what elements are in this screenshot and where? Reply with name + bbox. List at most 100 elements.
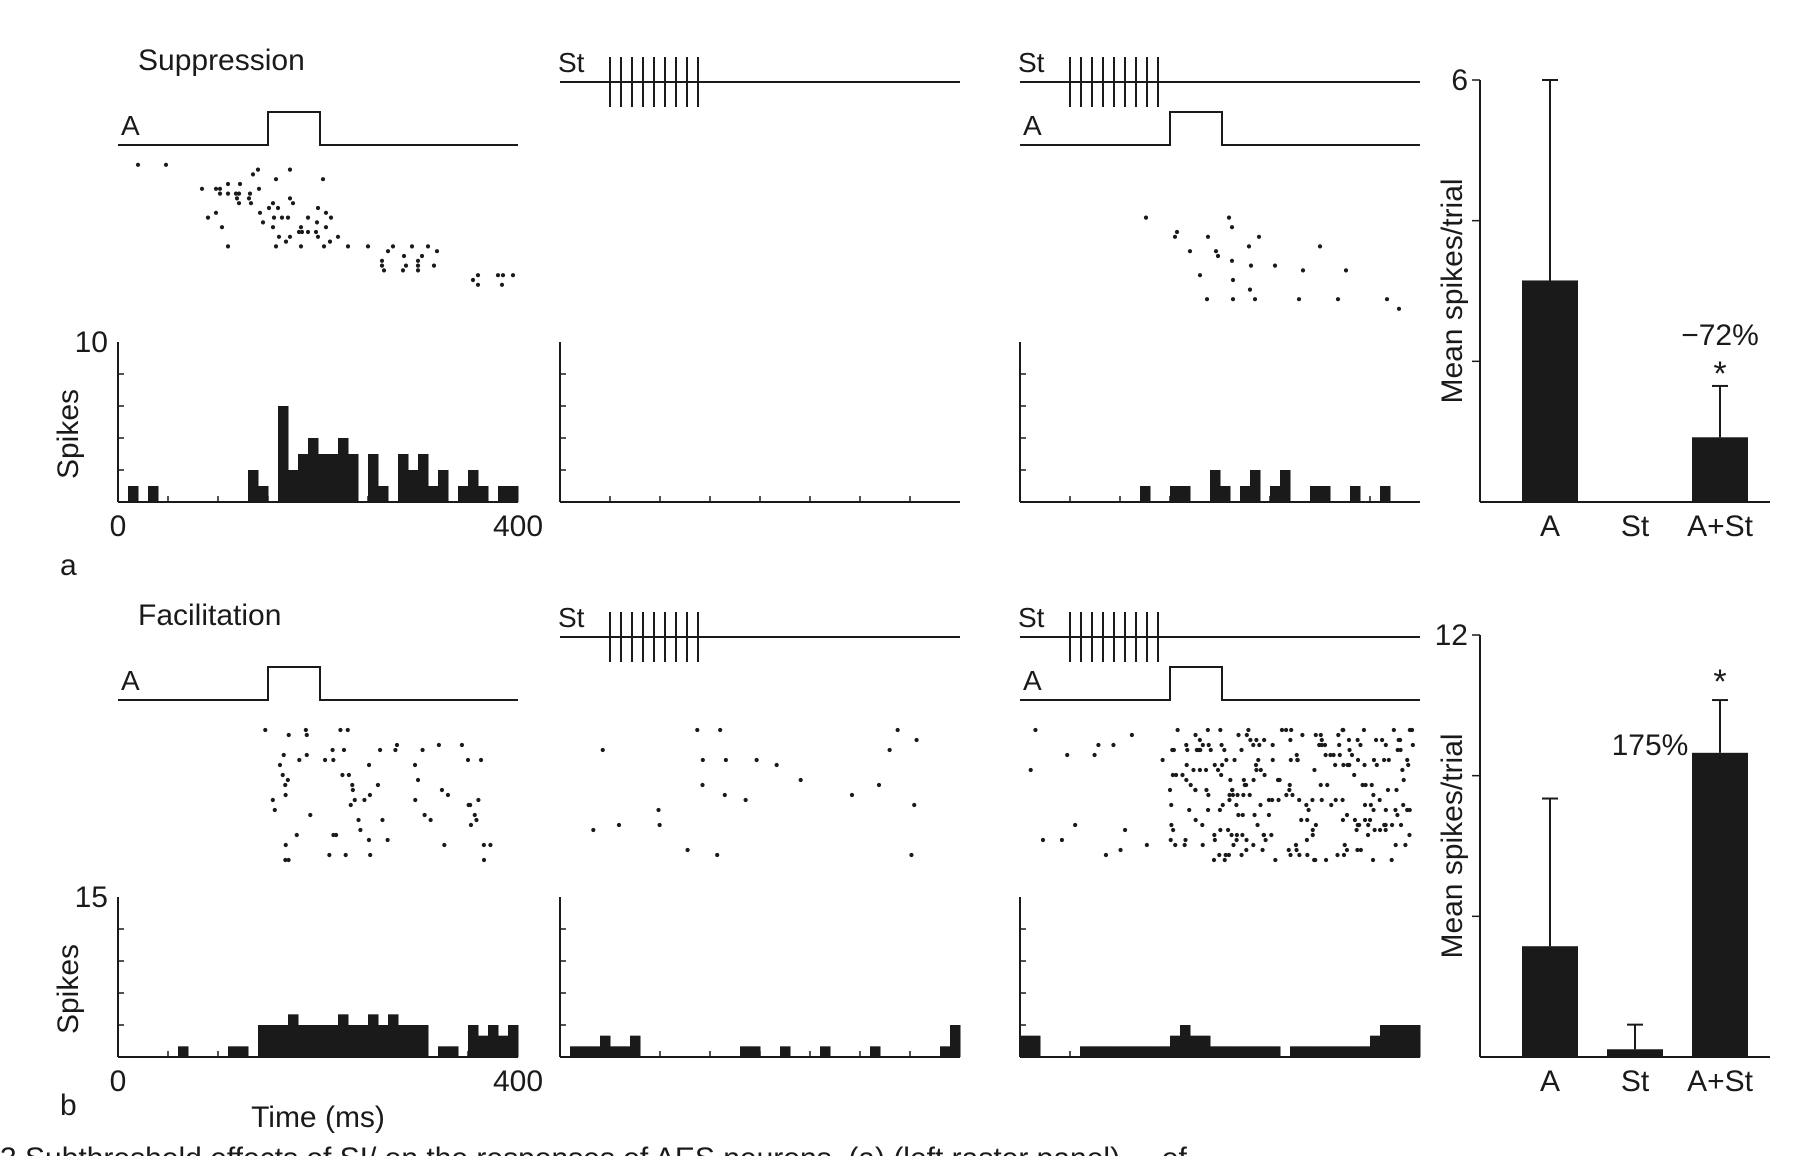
raster-spike bbox=[1256, 234, 1262, 239]
raster-spike bbox=[225, 244, 231, 249]
raster-spike bbox=[277, 762, 283, 768]
histogram-bar bbox=[388, 1014, 399, 1057]
raster-spike bbox=[510, 273, 516, 278]
histogram-bar bbox=[1270, 486, 1281, 502]
raster-spike bbox=[1383, 742, 1388, 748]
raster-spike bbox=[909, 852, 914, 858]
raster-spike bbox=[345, 244, 351, 249]
raster-spike bbox=[657, 822, 662, 828]
histogram-bar bbox=[368, 1014, 379, 1057]
raster-spike bbox=[377, 747, 383, 753]
histogram-bar bbox=[1250, 470, 1261, 502]
raster-spike bbox=[1212, 762, 1217, 768]
panel-letter: a bbox=[60, 549, 77, 582]
raster-spike bbox=[849, 792, 855, 798]
raster-spike bbox=[1336, 732, 1341, 738]
raster-spike bbox=[1219, 772, 1224, 778]
raster-spike bbox=[381, 268, 387, 273]
raster-spike bbox=[1367, 817, 1373, 823]
histogram-bar bbox=[940, 1046, 951, 1057]
raster-spike bbox=[472, 812, 477, 818]
raster-spike bbox=[481, 842, 486, 848]
raster-spike bbox=[1197, 273, 1203, 278]
raster-spike bbox=[1288, 852, 1293, 858]
raster-spike bbox=[286, 732, 291, 738]
histogram-bar bbox=[820, 1046, 831, 1057]
raster-spike bbox=[1371, 757, 1377, 763]
histogram-bar bbox=[1180, 486, 1191, 502]
histogram-bar bbox=[1090, 1046, 1101, 1057]
histogram-bar bbox=[1170, 1035, 1181, 1057]
histogram-bar bbox=[590, 1046, 601, 1057]
raster-spike bbox=[340, 772, 345, 778]
raster-spike bbox=[1234, 832, 1239, 838]
raster-spike bbox=[1335, 297, 1341, 302]
bar-category-label: A bbox=[1540, 1065, 1560, 1098]
histogram-bar bbox=[438, 470, 449, 502]
raster-spike bbox=[718, 727, 723, 733]
raster-spike bbox=[1246, 727, 1251, 733]
raster-spike bbox=[695, 727, 700, 733]
raster-spike bbox=[365, 244, 371, 249]
raster-spike bbox=[1296, 297, 1302, 302]
raster-spike bbox=[1204, 297, 1210, 302]
raster-spike bbox=[1169, 822, 1174, 828]
histogram-bar bbox=[1200, 1035, 1211, 1057]
raster-spike bbox=[283, 857, 288, 863]
raster-spike bbox=[1347, 747, 1352, 753]
raster-spike bbox=[1341, 762, 1346, 768]
raster-spike bbox=[488, 842, 493, 848]
raster-spike bbox=[475, 282, 481, 287]
raster-spike bbox=[600, 747, 605, 753]
histogram-bar bbox=[1270, 1046, 1281, 1057]
raster-spike bbox=[390, 244, 396, 249]
histogram-bar bbox=[1340, 1046, 1351, 1057]
histogram-bar bbox=[870, 1046, 881, 1057]
histogram-bar bbox=[338, 438, 349, 502]
raster-spike bbox=[1313, 822, 1318, 828]
histogram-bar bbox=[378, 486, 389, 502]
raster-spike bbox=[1118, 847, 1123, 853]
histogram-bar bbox=[258, 486, 269, 502]
raster-spike bbox=[1318, 782, 1323, 788]
raster-spike bbox=[1188, 782, 1193, 788]
histogram-bar bbox=[298, 1025, 309, 1057]
raster-spike bbox=[1246, 244, 1252, 249]
raster-spike bbox=[1187, 807, 1192, 813]
raster-spike bbox=[217, 186, 223, 191]
raster-spike bbox=[1366, 822, 1371, 828]
raster-spike bbox=[1284, 792, 1289, 798]
raster-spike bbox=[1319, 737, 1324, 743]
raster-spike bbox=[1394, 787, 1399, 793]
raster-spike bbox=[1256, 757, 1261, 763]
raster-spike bbox=[1304, 837, 1310, 843]
raster-spike bbox=[233, 191, 239, 196]
panel-b: Facilitation b A St St A Spikes 15 0 400 Time (ms)… bbox=[52, 599, 1770, 1134]
raster-spike bbox=[315, 205, 321, 211]
raster-spike bbox=[1211, 857, 1217, 863]
histogram-bar bbox=[418, 1025, 429, 1057]
histogram-bar bbox=[318, 1025, 329, 1057]
histogram-bar bbox=[418, 454, 429, 502]
raster-spike bbox=[1254, 737, 1259, 743]
raster-spike bbox=[298, 225, 304, 230]
bar-chart-y-tick-label: 6 bbox=[1451, 64, 1468, 97]
raster-spike bbox=[1218, 727, 1223, 733]
raster-spike bbox=[1219, 742, 1224, 748]
bar-category-label: A+St bbox=[1687, 510, 1754, 543]
raster-spike bbox=[1406, 762, 1411, 768]
histogram-bar bbox=[740, 1046, 751, 1057]
raster-spike bbox=[314, 220, 320, 225]
raster-spike bbox=[1170, 772, 1175, 778]
raster-spike bbox=[1073, 822, 1078, 828]
raster-spike bbox=[1389, 857, 1394, 863]
bar-a-st bbox=[1692, 437, 1748, 502]
raster-spike bbox=[1306, 807, 1311, 813]
histogram-bar bbox=[1130, 1046, 1141, 1057]
raster-spike bbox=[1230, 787, 1235, 793]
raster-spike bbox=[213, 186, 219, 191]
raster-spike bbox=[1206, 742, 1211, 748]
histogram-bar bbox=[278, 1025, 289, 1057]
figure-root: Suppression a A St St A Spikes 10 0 400 6 Mean spik… bbox=[0, 44, 1770, 1156]
